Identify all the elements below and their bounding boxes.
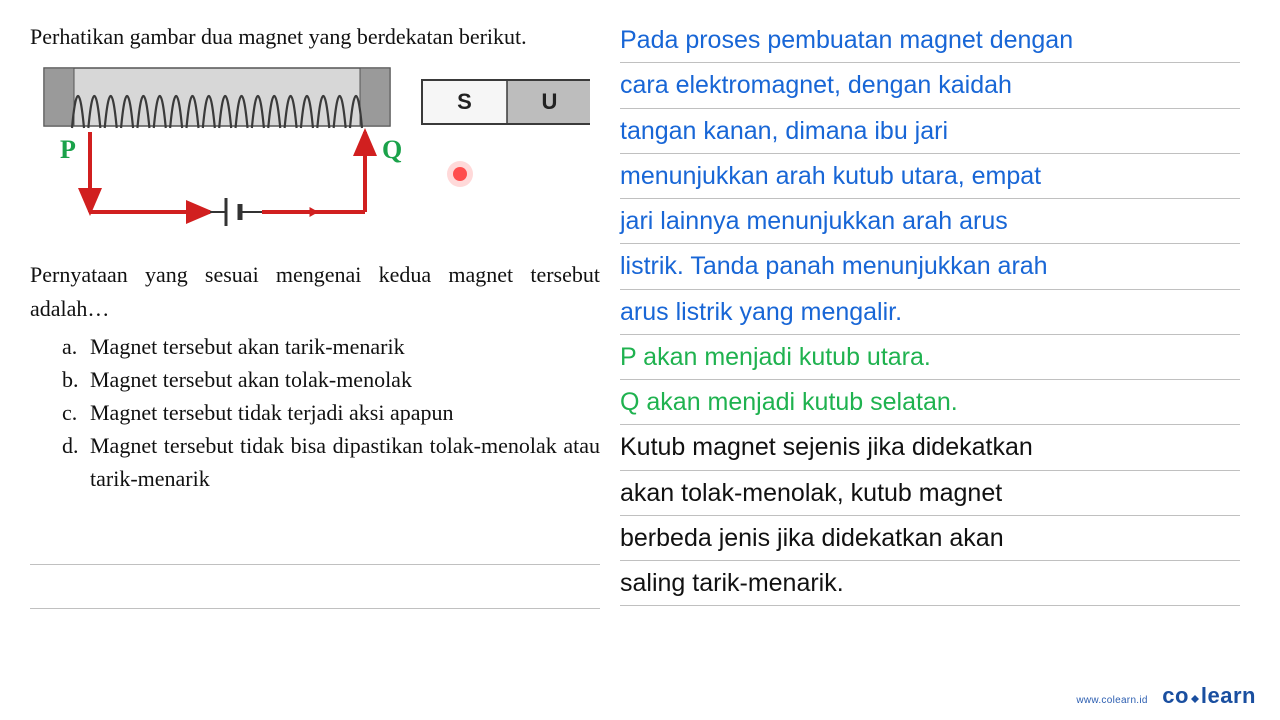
question-column: Perhatikan gambar dua magnet yang berdek… [0,0,610,720]
option-text: Magnet tersebut tidak bisa dipastikan to… [90,433,600,491]
answer-line: Kutub magnet sejenis jika didekatkan [620,425,1240,470]
answer-line: saling tarik-menarik. [620,561,1240,606]
brand-logo: co learn [1162,683,1256,708]
option-text: Magnet tersebut akan tolak-menolak [90,367,412,392]
answer-line: akan tolak-menolak, kutub magnet [620,471,1240,516]
question-followup: Pernyataan yang sesuai mengenai kedua ma… [30,258,600,326]
option-text: Magnet tersebut akan tarik-menarik [90,334,405,359]
svg-text:P: P [60,135,76,164]
ruled-line [30,565,600,609]
answer-line: arus listrik yang mengalir. [620,290,1240,335]
option-item: a. Magnet tersebut akan tarik-menarik [62,330,600,363]
answer-line: Pada proses pembuatan magnet dengan [620,18,1240,63]
options-list: a. Magnet tersebut akan tarik-menarik b. Ma… [30,330,600,495]
ruled-line [30,521,600,565]
option-marker: c. [62,396,77,429]
svg-text:Q: Q [382,135,402,164]
option-item: d. Magnet tersebut tidak bisa dipastikan … [62,429,600,495]
option-marker: b. [62,363,79,396]
answer-line: listrik. Tanda panah menunjukkan arah [620,244,1240,289]
answer-line: cara elektromagnet, dengan kaidah [620,63,1240,108]
answer-line: tangan kanan, dimana ibu jari [620,109,1240,154]
svg-text:S: S [457,89,472,114]
answer-line: Q akan menjadi kutub selatan. [620,380,1240,425]
footer-url: www.colearn.id [1076,695,1147,706]
brand-right: learn [1201,683,1256,708]
option-marker: d. [62,429,79,462]
option-text: Magnet tersebut tidak terjadi aksi apapu… [90,400,454,425]
answer-column: Pada proses pembuatan magnet dengancara … [610,0,1270,720]
brand-left: co [1162,683,1189,708]
option-item: c. Magnet tersebut tidak terjadi aksi apa… [62,396,600,429]
brand-dot-icon [1191,683,1199,709]
answer-line: jari lainnya menunjukkan arah arus [620,199,1240,244]
page-root: Perhatikan gambar dua magnet yang berdek… [0,0,1280,720]
left-blank-rules [30,521,600,609]
footer: www.colearn.id co learn [1076,683,1256,712]
diagram-svg: P Q S U [30,62,590,252]
magnet-diagram: P Q S U [30,62,590,252]
option-marker: a. [62,330,77,363]
answer-line: menunjukkan arah kutub utara, empat [620,154,1240,199]
svg-text:U: U [542,89,558,114]
question-stem: Perhatikan gambar dua magnet yang berdek… [30,20,600,54]
answer-line: berbeda jenis jika didekatkan akan [620,516,1240,561]
answer-line: P akan menjadi kutub utara. [620,335,1240,380]
option-item: b. Magnet tersebut akan tolak-menolak [62,363,600,396]
